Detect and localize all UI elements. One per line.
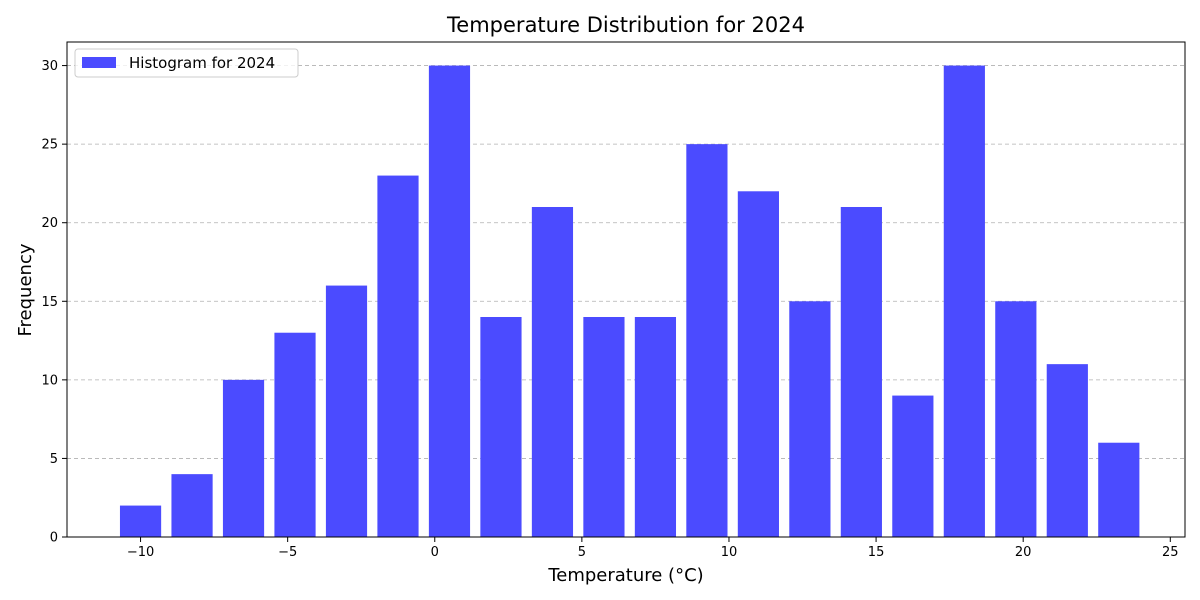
y-tick-label: 30 (41, 59, 58, 74)
bar (1046, 364, 1088, 537)
y-tick-label: 5 (50, 452, 58, 467)
bar (325, 285, 368, 537)
chart-title: Temperature Distribution for 2024 (446, 13, 805, 37)
bar (892, 395, 934, 537)
bar (943, 65, 985, 538)
y-tick-label: 15 (41, 295, 58, 310)
bar (222, 379, 265, 537)
bar (428, 65, 471, 538)
bars (119, 65, 1140, 538)
bar (1098, 442, 1140, 537)
bar (377, 175, 419, 538)
legend-box (74, 48, 299, 78)
bar (171, 474, 213, 537)
bar (119, 505, 162, 537)
legend-swatch (82, 57, 116, 68)
x-tick-label: 20 (1015, 545, 1032, 560)
bar (480, 317, 522, 537)
x-tick-label: 5 (578, 545, 586, 560)
legend: Histogram for 2024 (74, 48, 299, 78)
bar (274, 332, 316, 537)
legend-label: Histogram for 2024 (129, 54, 275, 72)
bar (686, 144, 728, 537)
bar (634, 317, 677, 537)
y-axis-label: Frequency (15, 243, 36, 336)
x-axis: −10 −5 0 5 10 15 20 25 (127, 537, 1179, 560)
y-tick-label: 10 (41, 373, 58, 388)
x-tick-label: −5 (278, 545, 297, 560)
bar (737, 191, 779, 538)
x-tick-label: −10 (127, 545, 154, 560)
bar (995, 301, 1037, 537)
y-tick-label: 0 (50, 531, 58, 546)
y-tick-label: 25 (41, 138, 58, 153)
bar (789, 301, 831, 537)
x-tick-label: 10 (721, 545, 738, 560)
x-tick-label: 0 (431, 545, 439, 560)
x-axis-label: Temperature (°C) (547, 565, 703, 586)
x-tick-label: 25 (1162, 545, 1179, 560)
plot-frame (66, 41, 1186, 538)
bar (840, 207, 882, 537)
bar (583, 317, 625, 537)
y-axis: 0 5 10 15 20 25 30 (41, 59, 67, 546)
x-tick-label: 15 (868, 545, 885, 560)
bar (531, 207, 574, 537)
y-tick-label: 20 (41, 216, 58, 231)
